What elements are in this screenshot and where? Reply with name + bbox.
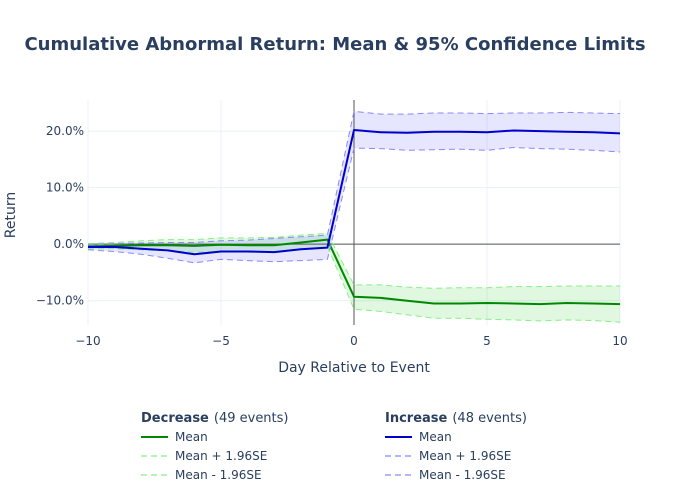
- legend-item-label: Mean - 1.96SE: [175, 468, 262, 482]
- legend[interactable]: Decrease (49 events) Mean Mean + 1.96SE Mean…: [141, 411, 527, 482]
- series-lines: [87, 110, 621, 323]
- legend-item-label: Mean - 1.96SE: [419, 468, 506, 482]
- x-tick-label: −10: [75, 334, 100, 348]
- line-increase-mean: [88, 129, 621, 256]
- y-axis-label: Return: [3, 192, 19, 238]
- axis-ticks: −10 −5 0 5 10 −10.0% 0.0% 10.0% 20.0%: [36, 124, 628, 348]
- x-axis-label: Day Relative to Event: [278, 360, 430, 376]
- legend-group-name: Decrease: [141, 411, 209, 426]
- x-tick-label: 5: [483, 334, 491, 348]
- x-tick-label: 0: [350, 334, 358, 348]
- legend-group-name: Increase: [385, 411, 448, 426]
- legend-item-label: Mean + 1.96SE: [419, 449, 511, 463]
- legend-group-title: Decrease (49 events): [141, 411, 289, 426]
- band-increase: [88, 111, 620, 263]
- legend-item-label: Mean: [175, 430, 208, 444]
- y-tick-label: 10.0%: [46, 181, 84, 195]
- legend-group-title: Increase (48 events): [385, 411, 527, 426]
- y-tick-label: −10.0%: [36, 294, 84, 308]
- line-increase-upper: [87, 110, 621, 245]
- x-tick-label: −5: [212, 334, 230, 348]
- legend-item-label: Mean: [419, 430, 452, 444]
- confidence-bands: [88, 111, 620, 323]
- line-increase-lower: [87, 147, 621, 264]
- line-decrease-lower: [88, 245, 621, 323]
- y-tick-label: 0.0%: [54, 237, 85, 251]
- band-decrease: [88, 233, 620, 323]
- line-decrease-mean: [87, 238, 621, 306]
- chart-title: Cumulative Abnormal Return: Mean & 95% C…: [24, 34, 645, 55]
- x-tick-label: 10: [612, 334, 627, 348]
- line-decrease-upper: [87, 232, 620, 289]
- legend-group-detail: (49 events): [214, 411, 289, 426]
- y-tick-label: 20.0%: [46, 124, 84, 138]
- legend-group-detail: (48 events): [452, 411, 527, 426]
- legend-item-label: Mean + 1.96SE: [175, 449, 267, 463]
- reference-lines: [88, 100, 620, 325]
